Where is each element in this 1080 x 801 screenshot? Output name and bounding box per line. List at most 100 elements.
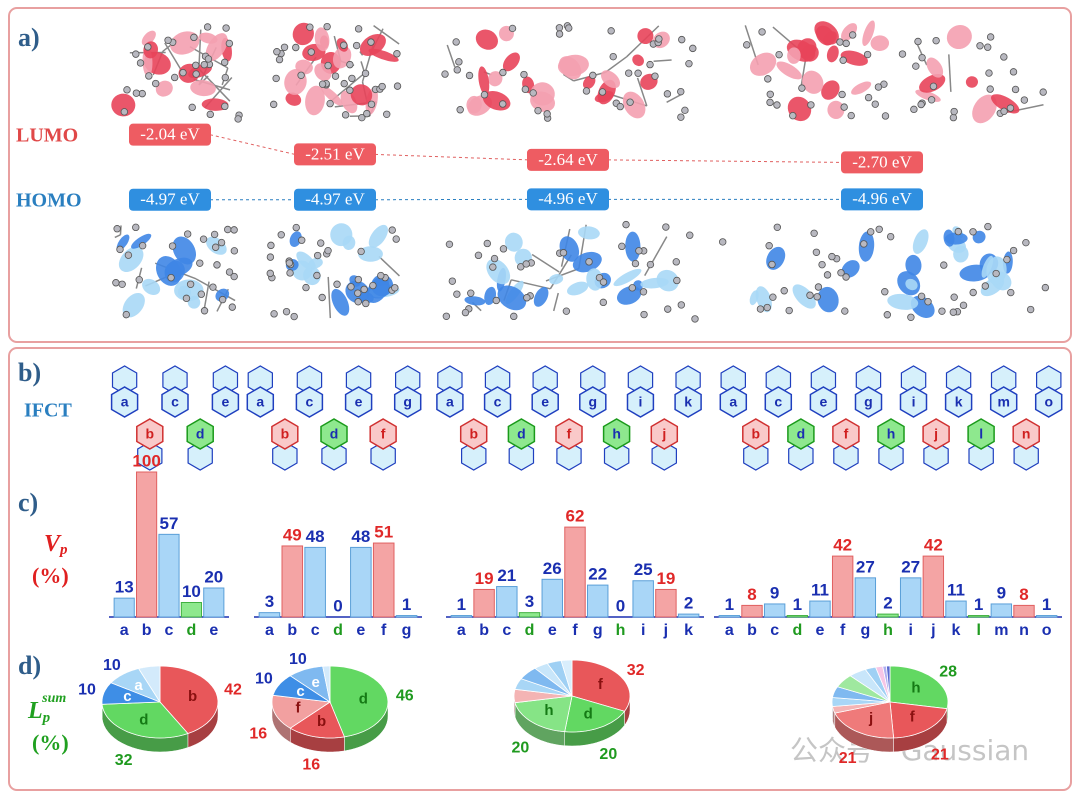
atom xyxy=(1007,289,1014,296)
category-label: d xyxy=(187,622,197,639)
panel-label: a) xyxy=(18,23,40,52)
atom xyxy=(627,99,634,106)
value-label: 48 xyxy=(306,527,325,546)
atom xyxy=(674,277,681,284)
atom xyxy=(273,75,280,82)
atom xyxy=(184,231,191,238)
atom xyxy=(524,294,531,301)
atom xyxy=(925,298,932,305)
bar xyxy=(137,472,157,617)
value-label: 20 xyxy=(204,567,223,586)
category-label: g xyxy=(860,622,870,639)
category-label: d xyxy=(792,622,802,639)
category-label: c xyxy=(165,622,174,639)
value-label: 62 xyxy=(566,507,585,526)
orbital-lobe xyxy=(858,231,876,263)
value-label: 0 xyxy=(616,596,625,615)
value-label: 51 xyxy=(374,523,393,542)
category-label: d xyxy=(333,622,343,639)
orbital-sketch xyxy=(111,24,243,123)
atom xyxy=(789,112,796,119)
atom xyxy=(231,248,238,255)
atom xyxy=(145,44,152,51)
atom xyxy=(918,293,925,300)
bar xyxy=(946,601,966,617)
bar xyxy=(519,613,539,617)
atom xyxy=(899,51,906,58)
category-label: a xyxy=(120,622,129,639)
atom xyxy=(1004,256,1011,263)
atom xyxy=(840,57,847,64)
atom xyxy=(231,227,238,234)
atom xyxy=(152,80,159,87)
atom xyxy=(133,90,140,97)
atom xyxy=(530,90,537,97)
bar xyxy=(542,579,562,617)
lumo-label: LUMO xyxy=(16,125,78,147)
orbital-lobe xyxy=(910,227,932,256)
bar xyxy=(373,543,394,617)
value-label: 13 xyxy=(115,578,134,597)
bond xyxy=(949,54,951,92)
atom xyxy=(287,270,294,277)
value-label: 49 xyxy=(283,525,302,544)
ring-letter: j xyxy=(933,426,938,442)
atom xyxy=(915,38,922,45)
atom xyxy=(303,284,310,291)
atom xyxy=(327,100,334,107)
atom xyxy=(913,63,920,70)
atom xyxy=(765,76,772,83)
bond xyxy=(532,255,559,272)
atom xyxy=(955,228,962,235)
atom xyxy=(368,101,375,108)
atom xyxy=(456,59,463,66)
bar xyxy=(1014,605,1034,617)
slice-value: 16 xyxy=(249,726,267,743)
atom xyxy=(808,102,815,109)
bar xyxy=(305,547,326,617)
atom xyxy=(221,59,228,66)
panel-label: c) xyxy=(18,488,38,517)
atom xyxy=(678,114,685,121)
slice-value: 10 xyxy=(78,682,96,699)
atom xyxy=(139,242,146,249)
value-label: 57 xyxy=(160,514,179,533)
atom xyxy=(298,72,305,79)
atom xyxy=(362,300,369,307)
category-label: j xyxy=(663,622,668,639)
ring-letter: b xyxy=(281,426,290,442)
atom xyxy=(640,288,647,295)
orbital-lobe xyxy=(118,289,149,322)
bar xyxy=(204,588,224,617)
energy-label: -2.04 eV xyxy=(140,125,200,144)
ring-letter: a xyxy=(729,394,737,410)
category-label: j xyxy=(930,622,935,639)
orbital-sketch xyxy=(743,17,1046,128)
atom xyxy=(443,313,450,320)
atom xyxy=(222,103,229,110)
atom xyxy=(314,252,321,259)
lp-unit: (%) xyxy=(32,730,69,755)
atom xyxy=(325,247,332,254)
category-label: e xyxy=(816,622,825,639)
bar xyxy=(878,614,898,617)
atom xyxy=(677,88,684,95)
atom xyxy=(379,83,386,90)
atom xyxy=(223,25,230,32)
bar xyxy=(181,603,201,618)
bar xyxy=(497,587,517,617)
atom xyxy=(361,286,368,293)
slice-letter: d xyxy=(139,711,148,728)
atom xyxy=(169,243,176,250)
atom xyxy=(267,254,274,261)
atom xyxy=(678,36,685,43)
value-label: 1 xyxy=(457,595,466,614)
bar xyxy=(282,546,303,617)
slice-letter: d xyxy=(359,690,368,707)
atom xyxy=(781,287,788,294)
atom xyxy=(484,240,491,247)
atom xyxy=(283,308,290,315)
orbital-sketch xyxy=(113,224,238,322)
lp-label: Lpsum xyxy=(27,691,66,726)
atom xyxy=(776,51,783,58)
